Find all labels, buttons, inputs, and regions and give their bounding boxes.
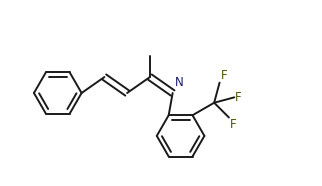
Text: N: N (175, 76, 184, 89)
Text: F: F (235, 91, 242, 104)
Text: F: F (221, 69, 227, 82)
Text: F: F (230, 118, 237, 132)
